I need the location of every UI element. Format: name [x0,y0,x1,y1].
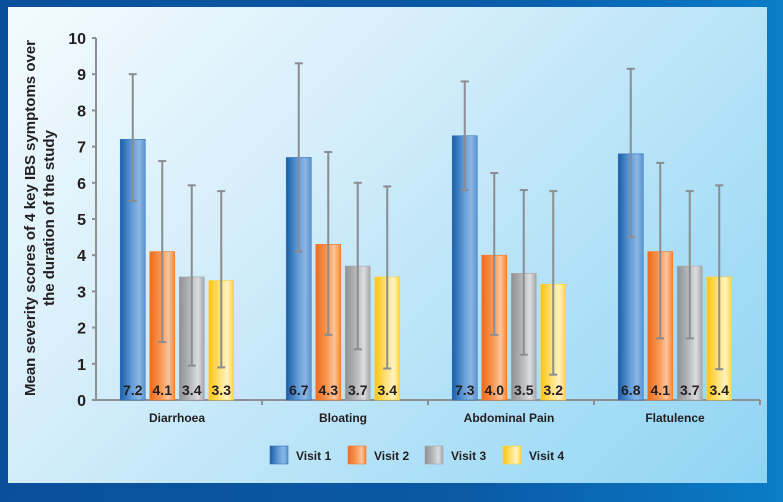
x-category-label: Abdominal Pain [464,411,555,425]
bar-value-label: 3.4 [710,382,730,398]
bar-value-label: 6.8 [621,382,641,398]
x-category-label: Diarrhoea [149,411,205,425]
legend-label: Visit 1 [296,449,331,463]
legend-swatch-visit-3 [424,445,444,465]
bar-value-label: 6.7 [289,382,309,398]
bar-value-label: 4.0 [485,382,505,398]
bar-value-label: 3.4 [378,382,398,398]
bar-value-label: 3.5 [514,382,534,398]
legend-label: Visit 2 [374,449,409,463]
y-tick-label: 2 [77,321,86,338]
y-tick-label: 4 [77,248,86,265]
y-tick-label: 6 [77,176,86,193]
y-axis-label-line-2: the duration of the study [41,129,58,305]
y-tick-label: 0 [77,393,86,410]
bar-value-label: 4.3 [319,382,339,398]
legend-swatch-visit-4 [502,445,522,465]
bar-visit-1 [285,157,312,401]
legend-label: Visit 4 [529,449,564,463]
legend-swatch-visit-2 [347,445,367,465]
bar-value-label: 4.1 [153,382,173,398]
bar-value-label: 7.3 [455,382,475,398]
bar-value-label: 3.7 [348,382,368,398]
y-tick-label: 7 [77,140,86,157]
bar-value-label: 3.4 [182,382,202,398]
bar-value-label: 3.3 [212,382,232,398]
legend-swatch-visit-1 [269,445,289,465]
y-tick-label: 5 [77,212,86,229]
x-category-label: Bloating [319,411,367,425]
y-tick-label: 10 [68,31,86,48]
bar-value-label: 3.2 [544,382,564,398]
y-axis-label-line-1: Mean severity scores of 4 key IBS sympto… [22,40,39,396]
y-tick-label: 8 [77,103,86,120]
bar-value-label: 3.7 [680,382,700,398]
y-axis-label: Mean severity scores of 4 key IBS sympto… [22,40,58,396]
y-tick-label: 9 [77,67,86,84]
x-category-label: Flatulence [645,411,705,425]
bar-value-label: 7.2 [123,382,143,398]
bar-value-label: 4.1 [651,382,671,398]
y-tick-label: 3 [77,284,86,301]
y-tick-label: 1 [77,357,86,374]
legend-label: Visit 3 [451,449,486,463]
